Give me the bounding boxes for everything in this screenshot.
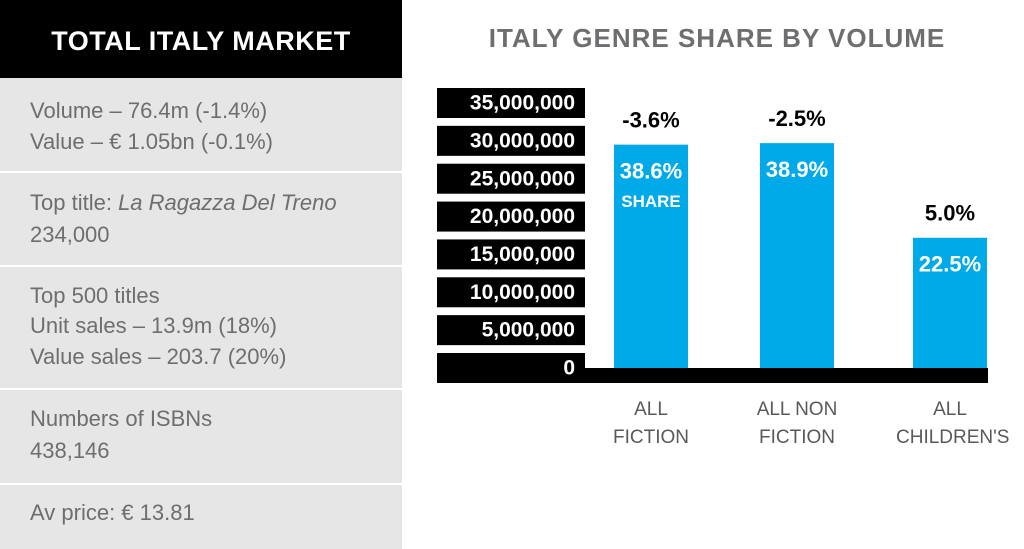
y-tick-label: 20,000,000 <box>470 205 575 228</box>
change-label: -2.5% <box>768 106 825 131</box>
x-axis <box>584 368 988 383</box>
y-tick-label: 30,000,000 <box>470 129 575 152</box>
value: Value – € 1.05bn (-0.1%) <box>30 129 273 154</box>
isbn-count: 438,146 <box>30 438 110 463</box>
unit-sales: Unit sales – 13.9m (18%) <box>30 313 277 338</box>
volume: Volume – 76.4m (-1.4%) <box>30 98 268 123</box>
y-tick-box <box>437 201 585 232</box>
divider <box>0 388 402 390</box>
top-title-name: La Ragazza Del Treno <box>118 190 337 215</box>
top-title-sales: 234,000 <box>30 222 110 247</box>
y-tick-label: 15,000,000 <box>470 243 575 266</box>
change-label: -3.6% <box>622 107 679 132</box>
y-tick-label: 10,000,000 <box>470 281 575 304</box>
y-tick-label: 35,000,000 <box>470 92 575 115</box>
bar <box>614 144 688 368</box>
top-title-label: Top title: <box>30 190 112 215</box>
y-tick-box <box>437 239 585 270</box>
x-tick-label: ALL FICTION <box>613 399 689 448</box>
y-tick-label: 0 <box>563 357 575 380</box>
panel-title: TOTAL ITALY MARKET <box>0 0 402 78</box>
chart-title: ITALY GENRE SHARE BY VOLUME <box>489 23 946 53</box>
top-title: Top title: La Ragazza Del Treno <box>30 190 337 216</box>
y-tick-box <box>437 125 585 156</box>
x-tick-label: ALL NON FICTION <box>756 399 838 448</box>
bar <box>913 237 987 368</box>
top500: Top 500 titles <box>30 283 160 308</box>
change-label: 5.0% <box>925 201 975 226</box>
bar <box>760 143 834 368</box>
y-tick-box <box>437 353 585 383</box>
share-label: 38.9% <box>766 157 828 182</box>
share-label: 22.5% <box>919 252 981 277</box>
y-tick-box <box>437 315 585 346</box>
x-tick-label: ALL CHILDREN'S <box>896 399 1010 448</box>
y-tick-box <box>437 277 585 308</box>
divider <box>0 171 402 173</box>
share-label: 38.6% <box>620 158 682 183</box>
y-tick-box <box>437 88 585 118</box>
y-tick-label: 25,000,000 <box>470 167 575 190</box>
divider <box>0 265 402 267</box>
value-sales: Value sales – 203.7 (20%) <box>30 344 287 369</box>
isbn-label: Numbers of ISBNs <box>30 406 213 431</box>
market-panel: TOTAL ITALY MARKET Volume – 76.4m (-1.4%… <box>0 0 402 549</box>
share-note: SHARE <box>621 192 681 211</box>
av-price: Av price: € 13.81 <box>30 500 195 525</box>
y-tick-box <box>437 163 585 194</box>
y-tick-label: 5,000,000 <box>482 319 575 342</box>
divider <box>0 483 402 485</box>
